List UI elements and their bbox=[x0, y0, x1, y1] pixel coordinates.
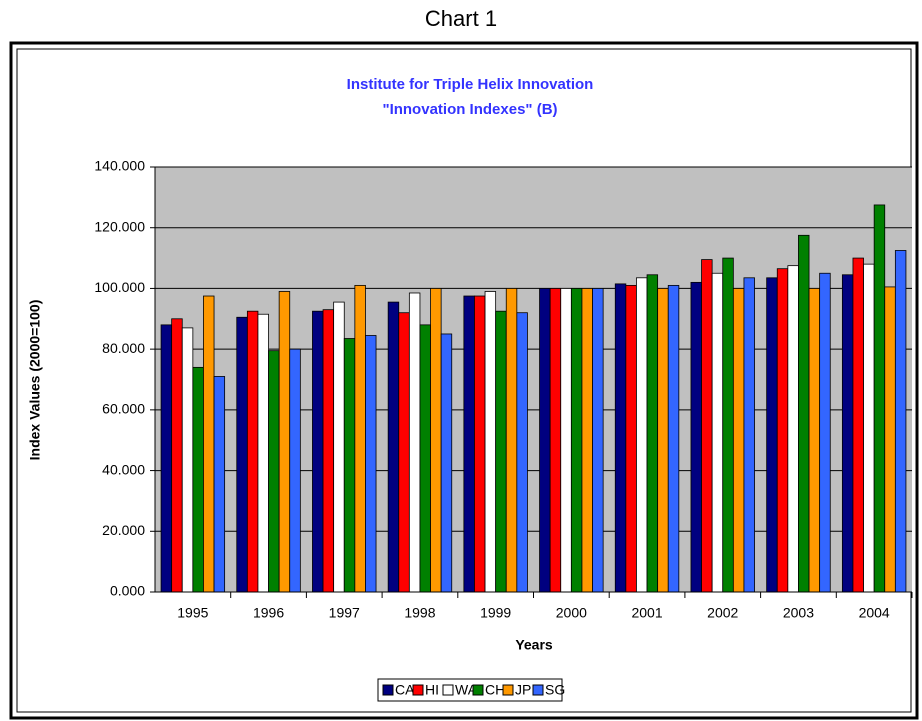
bar bbox=[430, 288, 442, 593]
bar bbox=[732, 288, 745, 593]
bar bbox=[505, 288, 518, 593]
bar bbox=[776, 268, 789, 593]
legend-swatch bbox=[472, 684, 484, 696]
bar bbox=[181, 327, 194, 593]
bar bbox=[690, 281, 702, 593]
bar bbox=[873, 204, 886, 593]
y-tick-label: 80.000 bbox=[102, 340, 145, 356]
bar bbox=[798, 234, 810, 593]
bar bbox=[819, 272, 831, 593]
legend-swatch bbox=[442, 684, 454, 696]
bar bbox=[657, 288, 669, 593]
page-header: Chart 1 bbox=[425, 6, 497, 31]
bar bbox=[365, 335, 377, 593]
legend-swatch bbox=[532, 684, 544, 696]
bar bbox=[440, 333, 453, 593]
bar bbox=[419, 324, 431, 593]
bar bbox=[560, 288, 572, 593]
legend-swatch bbox=[382, 684, 394, 696]
bar bbox=[516, 312, 528, 593]
bar bbox=[841, 274, 854, 593]
legend-label: CA bbox=[395, 682, 415, 698]
x-tick-label: 1995 bbox=[177, 605, 208, 621]
bar bbox=[894, 250, 907, 593]
bar bbox=[213, 376, 226, 593]
bar bbox=[592, 288, 604, 593]
bar bbox=[387, 301, 400, 593]
bar bbox=[787, 265, 799, 593]
bar bbox=[852, 257, 864, 593]
x-tick-label: 2004 bbox=[859, 605, 890, 621]
bar bbox=[257, 313, 269, 593]
bar bbox=[268, 350, 280, 593]
x-axis-label: Years bbox=[515, 637, 553, 653]
y-tick-label: 20.000 bbox=[102, 522, 145, 538]
x-tick-label: 1997 bbox=[329, 605, 360, 621]
bar bbox=[701, 259, 713, 593]
bar bbox=[570, 288, 583, 593]
bar bbox=[646, 274, 659, 593]
bar bbox=[246, 310, 259, 593]
bar bbox=[474, 295, 486, 593]
chart-title: Institute for Triple Helix Innovation bbox=[347, 76, 594, 93]
bar bbox=[236, 316, 248, 593]
legend-box bbox=[377, 678, 563, 702]
bar bbox=[766, 277, 778, 593]
x-tick-label: 1996 bbox=[253, 605, 284, 621]
legend-swatch bbox=[412, 684, 424, 696]
chart-subtitle: "Innovation Indexes" (B) bbox=[382, 101, 557, 118]
y-tick-label: 120.000 bbox=[94, 218, 145, 234]
bar bbox=[808, 288, 821, 593]
x-tick-label: 1999 bbox=[480, 605, 511, 621]
bar bbox=[549, 288, 562, 593]
y-tick-label: 40.000 bbox=[102, 461, 145, 477]
bar bbox=[581, 288, 593, 593]
y-tick-label: 100.000 bbox=[94, 279, 145, 295]
bar bbox=[192, 366, 204, 593]
legend-label: CH bbox=[485, 682, 505, 698]
bar bbox=[203, 295, 215, 593]
legend-label: SG bbox=[545, 682, 565, 698]
legend-label: JP bbox=[515, 682, 531, 698]
bar bbox=[625, 284, 637, 593]
x-tick-label: 2000 bbox=[556, 605, 587, 621]
x-tick-label: 2002 bbox=[707, 605, 738, 621]
bar bbox=[884, 286, 896, 593]
legend-swatch bbox=[502, 684, 514, 696]
bar bbox=[408, 292, 421, 593]
bar bbox=[636, 277, 648, 593]
y-axis-label: Index Values (2000=100) bbox=[27, 300, 43, 461]
x-tick-label: 2003 bbox=[783, 605, 814, 621]
y-tick-label: 140.000 bbox=[94, 158, 145, 174]
bar bbox=[312, 310, 324, 593]
bar bbox=[354, 284, 366, 593]
x-tick-label: 2001 bbox=[631, 605, 662, 621]
bar bbox=[722, 257, 734, 593]
y-tick-label: 60.000 bbox=[102, 401, 145, 417]
bar bbox=[863, 263, 875, 593]
y-tick-label: 0.000 bbox=[110, 583, 145, 599]
bar bbox=[484, 291, 497, 593]
bar bbox=[278, 291, 291, 593]
bar bbox=[171, 318, 183, 593]
bar bbox=[160, 324, 173, 593]
bar bbox=[743, 277, 755, 593]
bar bbox=[495, 310, 507, 593]
bar bbox=[667, 284, 680, 593]
bar bbox=[614, 283, 627, 593]
bar bbox=[398, 312, 410, 593]
bar bbox=[289, 348, 301, 593]
legend-label: HI bbox=[425, 682, 439, 698]
x-tick-label: 1998 bbox=[404, 605, 435, 621]
bar bbox=[322, 309, 335, 593]
legend-label: WA bbox=[455, 682, 478, 698]
bar bbox=[463, 295, 475, 593]
bar bbox=[333, 301, 345, 593]
bar bbox=[711, 272, 724, 593]
bar bbox=[539, 288, 551, 593]
bar bbox=[343, 338, 356, 593]
